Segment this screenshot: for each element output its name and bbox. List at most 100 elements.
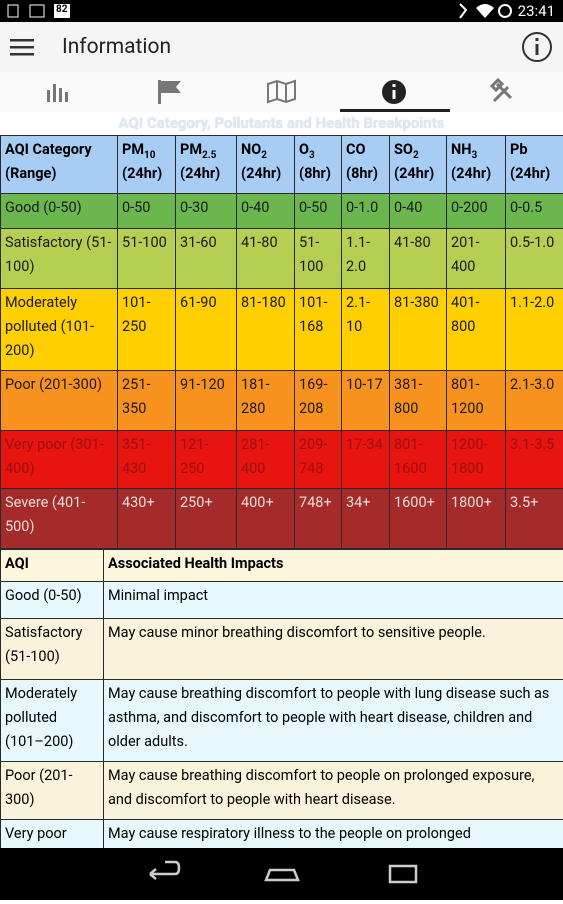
breakpoint-cell: 1800+ bbox=[447, 489, 506, 549]
nav-icons bbox=[0, 848, 563, 900]
header-cell: PM10(24hr) bbox=[118, 136, 176, 194]
category-cell: Very poor (301-400) bbox=[1, 431, 118, 489]
pollutant-name: NO bbox=[241, 141, 261, 158]
breakpoint-cell: 41-80 bbox=[237, 229, 295, 289]
category-cell: Satisfactory (51-100) bbox=[1, 229, 118, 289]
impact-cell: May cause respiratory illness to the peo… bbox=[104, 820, 563, 849]
category-cell: Severe (401-500) bbox=[1, 489, 118, 549]
breakpoint-cell: 1200-1800 bbox=[447, 431, 506, 489]
averaging-period: (24hr) bbox=[510, 165, 550, 182]
flag-tab[interactable] bbox=[158, 80, 181, 104]
averaging-period: (8hr) bbox=[346, 165, 378, 182]
pollutant-name: PM bbox=[122, 141, 144, 158]
app-title: Information bbox=[62, 35, 171, 59]
pollutant-subscript: 2.5 bbox=[202, 150, 216, 161]
averaging-period: (24hr) bbox=[180, 165, 220, 182]
back-button[interactable] bbox=[150, 862, 179, 879]
aqi-cell: Moderately polluted (101–200) bbox=[1, 680, 104, 762]
info-tab[interactable] bbox=[382, 80, 406, 104]
breakpoint-cell: 0-30 bbox=[176, 194, 237, 229]
breakpoint-cell: 41-80 bbox=[390, 229, 447, 289]
breakpoint-cell: 61-90 bbox=[176, 289, 237, 371]
aqi-cell: Poor (201-300) bbox=[1, 762, 104, 820]
averaging-period: (8hr) bbox=[299, 165, 331, 182]
header-cell: O3(8hr) bbox=[295, 136, 342, 194]
breakpoint-cell: 101-250 bbox=[118, 289, 176, 371]
breakpoint-cell: 0-40 bbox=[237, 194, 295, 229]
impact-row: Poor (201-300)May cause breathing discom… bbox=[1, 762, 563, 820]
breakpoint-cell: 91-120 bbox=[176, 371, 237, 431]
aqi-cell: Satisfactory (51-100) bbox=[1, 619, 104, 680]
breakpoint-cell: 748+ bbox=[295, 489, 342, 549]
breakpoint-cell: 181-280 bbox=[237, 371, 295, 431]
category-cell: Moderately polluted (101-200) bbox=[1, 289, 118, 371]
breakpoint-cell: 0-0.5 bbox=[506, 194, 563, 229]
header-row: AQI Category (Range)PM10(24hr)PM2.5(24hr… bbox=[1, 136, 563, 194]
impact-row: Satisfactory (51-100)May cause minor bre… bbox=[1, 619, 563, 680]
status-bar: 82 23:41 bbox=[0, 0, 563, 22]
breakpoint-cell: 351-430 bbox=[118, 431, 176, 489]
home-button[interactable] bbox=[266, 870, 298, 880]
nav-bar bbox=[0, 848, 563, 900]
tools-tab[interactable] bbox=[492, 80, 511, 101]
aqi-cell: Good (0-50) bbox=[1, 582, 104, 619]
breakpoint-cell: 1.1-2.0 bbox=[506, 289, 563, 371]
breakpoint-cell: 81-380 bbox=[390, 289, 447, 371]
impact-cell: May cause minor breathing discomfort to … bbox=[104, 619, 563, 680]
breakpoint-cell: 0-50 bbox=[295, 194, 342, 229]
impact-row: Moderately polluted (101–200)May cause b… bbox=[1, 680, 563, 762]
averaging-period: (24hr) bbox=[241, 165, 281, 182]
breakpoint-cell: 250+ bbox=[176, 489, 237, 549]
pollutant-name: PM bbox=[180, 141, 202, 158]
breakpoint-cell: 0-200 bbox=[447, 194, 506, 229]
status-icons bbox=[0, 0, 563, 22]
category-cell: Poor (201-300) bbox=[1, 371, 118, 431]
breakpoint-cell: 31-60 bbox=[176, 229, 237, 289]
pollutant-subscript: 2 bbox=[413, 150, 419, 161]
category-cell: Good (0-50) bbox=[1, 194, 118, 229]
averaging-period: (24hr) bbox=[451, 165, 491, 182]
header-cell: Pb(24hr) bbox=[506, 136, 563, 194]
tab-icons bbox=[0, 72, 563, 112]
header-cell: PM2.5 (24hr) bbox=[176, 136, 237, 194]
pollutant-name: O bbox=[299, 141, 309, 158]
content: AQI Category (Range)PM10(24hr)PM2.5(24hr… bbox=[0, 135, 563, 848]
map-tab[interactable] bbox=[268, 81, 295, 102]
breakpoint-cell: 801-1200 bbox=[447, 371, 506, 431]
breakpoint-cell: 81-180 bbox=[237, 289, 295, 371]
pollutant-name: AQI Category (Range) bbox=[5, 141, 92, 182]
pollutant-name: CO bbox=[346, 141, 365, 158]
breakpoint-cell: 51-100 bbox=[295, 229, 342, 289]
clock: 23:41 bbox=[518, 2, 555, 20]
chart-tab[interactable] bbox=[47, 84, 68, 102]
breakpoint-cell: 401-800 bbox=[447, 289, 506, 371]
averaging-period: (24hr) bbox=[122, 165, 162, 182]
header-cell: AQI Category (Range) bbox=[1, 136, 118, 194]
info-button[interactable] bbox=[520, 30, 554, 64]
breakpoint-cell: 2.1-3.0 bbox=[506, 371, 563, 431]
impact-cell: Minimal impact bbox=[104, 582, 563, 619]
impact-cell: May cause breathing discomfort to people… bbox=[104, 762, 563, 820]
recents-button[interactable] bbox=[390, 866, 416, 882]
breakpoint-cell: 10-17 bbox=[342, 371, 390, 431]
header-cell: NO2 (24hr) bbox=[237, 136, 295, 194]
breakpoint-cell: 201-400 bbox=[447, 229, 506, 289]
averaging-period: (24hr) bbox=[394, 165, 434, 182]
menu-button[interactable] bbox=[10, 37, 40, 59]
breakpoint-cell: 169-208 bbox=[295, 371, 342, 431]
breakpoint-cell: 0-40 bbox=[390, 194, 447, 229]
breakpoint-cell: 1.1-2.0 bbox=[342, 229, 390, 289]
breakpoint-cell: 3.5+ bbox=[506, 489, 563, 549]
battery-level: 82 bbox=[56, 4, 67, 15]
pollutant-subscript: 2 bbox=[261, 150, 267, 161]
breakpoint-cell: 430+ bbox=[118, 489, 176, 549]
breakpoint-cell: 281-400 bbox=[237, 431, 295, 489]
aqi-cell: Very poor bbox=[1, 820, 104, 849]
breakpoint-cell: 0.5-1.0 bbox=[506, 229, 563, 289]
